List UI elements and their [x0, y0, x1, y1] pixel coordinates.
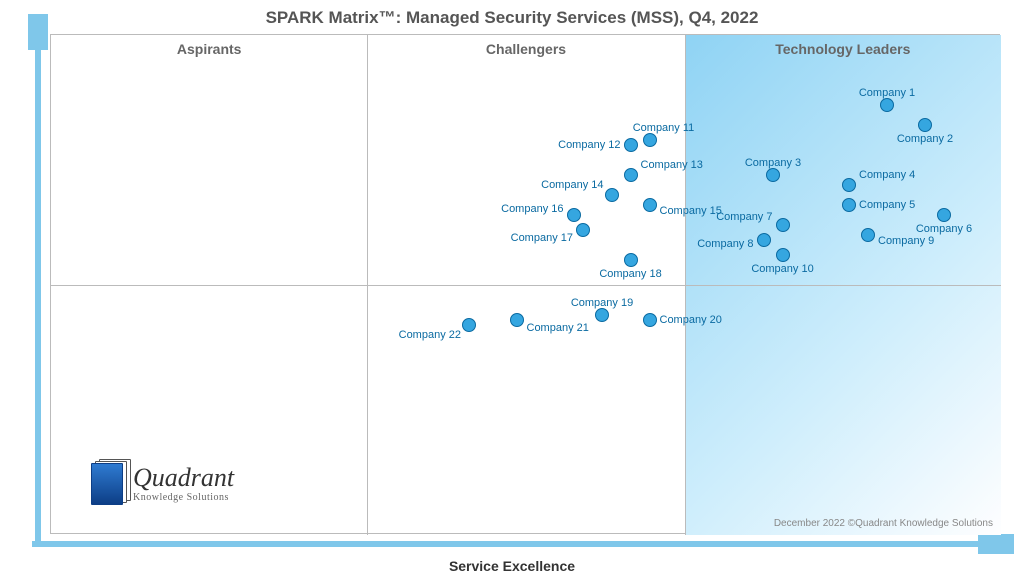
label-company-14: Company 14 — [541, 179, 603, 191]
point-company-15 — [643, 198, 657, 212]
point-company-13 — [624, 168, 638, 182]
label-company-3: Company 3 — [745, 157, 801, 169]
label-company-7: Company 7 — [716, 211, 772, 223]
col-header-challengers: Challengers — [367, 41, 684, 57]
logo-main: Quadrant — [133, 465, 234, 491]
label-company-8: Company 8 — [697, 238, 753, 250]
col-header-aspirants: Aspirants — [51, 41, 367, 57]
point-company-4 — [842, 178, 856, 192]
point-company-5 — [842, 198, 856, 212]
x-axis-label: Service Excellence — [0, 558, 1024, 574]
logo-sub: Knowledge Solutions — [133, 493, 234, 503]
label-company-10: Company 10 — [751, 263, 813, 275]
y-axis-arrow — [28, 14, 48, 548]
label-company-20: Company 20 — [660, 314, 722, 326]
matrix-chart: SPARK Matrix™: Managed Security Services… — [0, 0, 1024, 576]
point-company-20 — [643, 313, 657, 327]
point-company-16 — [567, 208, 581, 222]
credit-line: December 2022 ©Quadrant Knowledge Soluti… — [774, 518, 993, 529]
label-company-15: Company 15 — [660, 205, 722, 217]
point-company-9 — [861, 228, 875, 242]
label-company-19: Company 19 — [571, 297, 633, 309]
point-company-22 — [462, 318, 476, 332]
label-company-1: Company 1 — [859, 87, 915, 99]
point-company-12 — [624, 138, 638, 152]
label-company-11: Company 11 — [633, 122, 695, 134]
plot-area: Aspirants Challengers Technology Leaders… — [50, 34, 1000, 534]
label-company-17: Company 17 — [511, 232, 573, 244]
point-company-21 — [510, 313, 524, 327]
col-header-leaders: Technology Leaders — [685, 41, 1001, 57]
label-company-12: Company 12 — [558, 139, 620, 151]
point-company-17 — [576, 223, 590, 237]
grid-h1 — [51, 285, 1001, 286]
logo-mark-icon — [91, 459, 127, 503]
point-company-7 — [776, 218, 790, 232]
label-company-13: Company 13 — [641, 159, 703, 171]
point-company-1 — [880, 98, 894, 112]
point-company-2 — [918, 118, 932, 132]
label-company-21: Company 21 — [527, 322, 589, 334]
quadrant-logo: Quadrant Knowledge Solutions — [91, 459, 234, 503]
label-company-9: Company 9 — [878, 235, 934, 247]
label-company-6: Company 6 — [916, 223, 972, 235]
label-company-22: Company 22 — [399, 329, 461, 341]
point-company-11 — [643, 133, 657, 147]
label-company-2: Company 2 — [897, 133, 953, 145]
point-company-18 — [624, 253, 638, 267]
chart-title: SPARK Matrix™: Managed Security Services… — [0, 8, 1024, 28]
point-company-10 — [776, 248, 790, 262]
label-company-5: Company 5 — [859, 199, 915, 211]
logo-text: Quadrant Knowledge Solutions — [133, 465, 234, 503]
point-company-14 — [605, 188, 619, 202]
label-company-18: Company 18 — [599, 268, 661, 280]
point-company-8 — [757, 233, 771, 247]
x-axis-arrow — [28, 534, 1014, 554]
point-company-19 — [595, 308, 609, 322]
point-company-6 — [937, 208, 951, 222]
point-company-3 — [766, 168, 780, 182]
label-company-16: Company 16 — [501, 203, 563, 215]
label-company-4: Company 4 — [859, 169, 915, 181]
